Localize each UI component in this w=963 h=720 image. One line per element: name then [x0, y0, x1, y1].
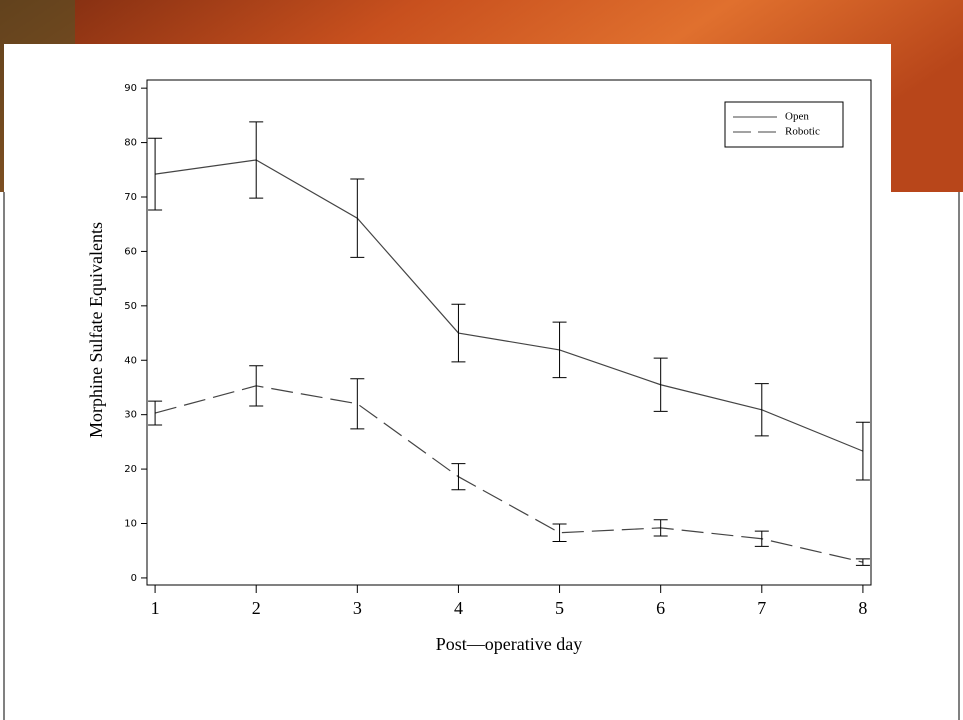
- error-bar: [249, 121, 264, 199]
- error-bar: [350, 178, 365, 258]
- error-bar: [855, 558, 870, 566]
- x-tick-label: 2: [252, 598, 261, 618]
- x-tick-label: 1: [151, 598, 160, 618]
- error-bar: [552, 321, 567, 379]
- y-tick-label: 70: [124, 192, 137, 203]
- y-tick-label: 80: [124, 138, 137, 149]
- error-bar: [451, 463, 466, 491]
- error-bar: [855, 421, 870, 481]
- y-tick-label: 20: [124, 464, 137, 475]
- error-bar: [754, 530, 769, 547]
- x-tick-label: 4: [454, 598, 463, 618]
- error-bar: [653, 357, 668, 412]
- error-bar: [754, 383, 769, 437]
- y-axis-label: Morphine Sulfate Equivalents: [86, 222, 106, 438]
- error-bar: [552, 523, 567, 542]
- x-axis-label: Post—operative day: [436, 634, 582, 654]
- error-bar: [148, 400, 163, 426]
- y-tick-label: 0: [131, 573, 137, 584]
- legend-label: Robotic: [785, 126, 820, 138]
- slide-body-lower: [4, 192, 959, 720]
- series-line: [155, 159, 864, 452]
- y-tick-label: 50: [124, 301, 137, 312]
- legend-label: Open: [785, 111, 809, 123]
- chart: Post—operative day Morphine Sulfate Equi…: [86, 79, 872, 654]
- y-tick-label: 40: [124, 355, 137, 366]
- legend-box: [724, 101, 844, 148]
- x-tick-label: 6: [656, 598, 665, 618]
- error-bar: [653, 519, 668, 537]
- x-tick-label: 3: [353, 598, 362, 618]
- error-bar: [451, 303, 466, 363]
- y-tick-label: 30: [124, 410, 137, 421]
- series-line: [154, 385, 864, 563]
- error-bar: [350, 378, 365, 430]
- x-tick-label: 5: [555, 598, 564, 618]
- error-bar: [148, 137, 163, 211]
- y-tick-label: 90: [124, 83, 137, 94]
- x-tick-label: 8: [858, 598, 867, 618]
- plot-frame: [146, 79, 872, 586]
- y-tick-label: 60: [124, 246, 137, 257]
- error-bar: [249, 365, 264, 407]
- x-tick-label: 7: [757, 598, 766, 618]
- y-tick-label: 10: [124, 519, 137, 530]
